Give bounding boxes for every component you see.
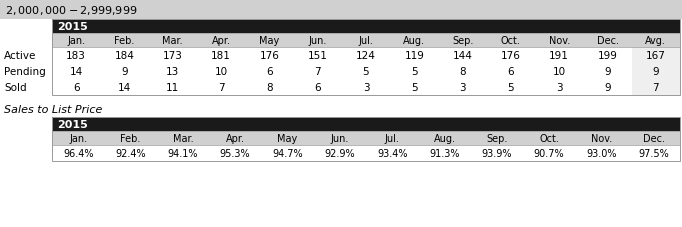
Text: 6: 6 [507,67,514,77]
Text: 14: 14 [70,67,83,77]
Text: 7: 7 [218,83,224,93]
Bar [0,80,682,96]
Bar [0,0,682,20]
Text: Apr.: Apr. [226,133,245,143]
Text: 2015: 2015 [57,22,88,32]
Bar [0,48,682,64]
Text: 5: 5 [363,67,370,77]
Text: 176: 176 [501,51,521,61]
Text: 173: 173 [163,51,183,61]
Text: 11: 11 [166,83,179,93]
Text: Dec.: Dec. [643,133,665,143]
Text: Sep.: Sep. [486,133,507,143]
Text: 199: 199 [597,51,617,61]
Text: Active: Active [4,51,36,61]
Text: 92.4%: 92.4% [115,148,146,158]
Text: 91.3%: 91.3% [429,148,460,158]
Text: Jul.: Jul. [385,133,400,143]
Text: 5: 5 [507,83,514,93]
Text: 6: 6 [314,83,321,93]
Text: 95.3%: 95.3% [220,148,250,158]
Text: 9: 9 [604,67,611,77]
Text: 14: 14 [118,83,131,93]
Text: 9: 9 [653,67,659,77]
Text: Sep.: Sep. [452,36,473,46]
Text: 8: 8 [266,83,273,93]
Text: Sold: Sold [4,83,27,93]
Text: 176: 176 [259,51,280,61]
Text: 90.7%: 90.7% [534,148,565,158]
Bar [52,20,680,96]
Text: Pending: Pending [4,67,46,77]
Text: Jan.: Jan. [69,133,87,143]
Text: 181: 181 [211,51,231,61]
Text: 13: 13 [166,67,179,77]
Text: 167: 167 [646,51,666,61]
Bar [632,64,680,80]
Text: 6: 6 [73,83,80,93]
Text: 97.5%: 97.5% [638,148,669,158]
Text: Sales to List Price: Sales to List Price [4,105,102,114]
Text: Jan.: Jan. [67,36,85,46]
Text: 5: 5 [411,67,417,77]
Text: Apr.: Apr. [211,36,231,46]
Text: 92.9%: 92.9% [325,148,355,158]
Bar [52,145,680,161]
Text: 184: 184 [115,51,134,61]
Text: 8: 8 [459,67,466,77]
Text: 6: 6 [266,67,273,77]
Text: 9: 9 [604,83,611,93]
Text: Nov.: Nov. [548,36,570,46]
Bar [52,131,680,145]
Text: 191: 191 [549,51,569,61]
Bar [632,80,680,96]
Text: 93.0%: 93.0% [587,148,617,158]
Text: 96.4%: 96.4% [63,148,93,158]
Text: Mar.: Mar. [162,36,183,46]
Text: Jun.: Jun. [308,36,327,46]
Text: Jul.: Jul. [359,36,374,46]
Bar [632,48,680,64]
Text: 151: 151 [308,51,327,61]
Text: May: May [278,133,297,143]
Text: Avg.: Avg. [645,36,666,46]
Text: 93.9%: 93.9% [481,148,512,158]
Text: Aug.: Aug. [434,133,456,143]
Text: May: May [259,36,280,46]
Bar [0,64,682,80]
Text: 10: 10 [215,67,228,77]
Text: 10: 10 [552,67,566,77]
Bar [52,118,680,161]
Text: Mar.: Mar. [173,133,193,143]
Text: Oct.: Oct. [539,133,559,143]
Text: 124: 124 [356,51,376,61]
Text: 3: 3 [556,83,563,93]
Text: 3: 3 [363,83,370,93]
Text: Feb.: Feb. [115,36,134,46]
Text: 93.4%: 93.4% [377,148,407,158]
Text: Aug.: Aug. [403,36,426,46]
Text: 94.1%: 94.1% [168,148,198,158]
Bar [52,20,680,34]
Bar [52,34,680,48]
Text: 183: 183 [66,51,86,61]
Text: 119: 119 [404,51,424,61]
Text: $2,000,000 - $2,999,999: $2,000,000 - $2,999,999 [5,3,138,16]
Text: 94.7%: 94.7% [272,148,303,158]
Text: Feb.: Feb. [120,133,140,143]
Text: 5: 5 [411,83,417,93]
Text: 9: 9 [121,67,128,77]
Text: Nov.: Nov. [591,133,612,143]
Bar [52,118,680,131]
Text: 2015: 2015 [57,119,88,129]
Text: Jun.: Jun. [331,133,349,143]
Text: Oct.: Oct. [501,36,521,46]
Text: 7: 7 [653,83,659,93]
Text: 144: 144 [453,51,473,61]
Text: Dec.: Dec. [597,36,619,46]
Text: 7: 7 [314,67,321,77]
Text: 3: 3 [459,83,466,93]
